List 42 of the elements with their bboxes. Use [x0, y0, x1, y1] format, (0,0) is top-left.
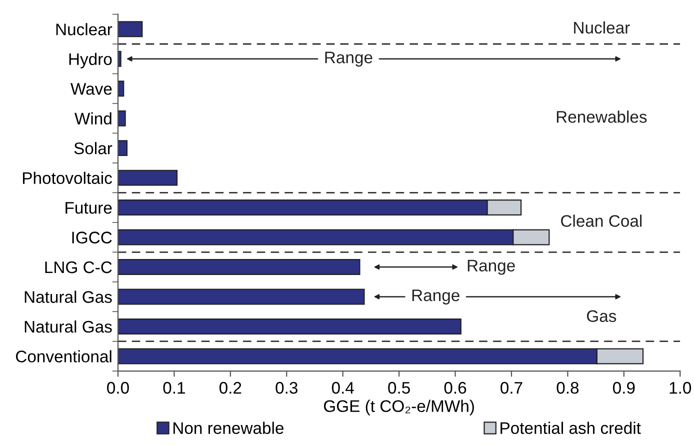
x-tick-label: 0.3	[276, 382, 298, 394]
bar	[118, 80, 124, 97]
bar	[118, 259, 360, 275]
y-tick-label: LNG C-C	[45, 261, 112, 274]
x-tick-label: 0.4	[332, 382, 354, 394]
bar	[118, 21, 143, 38]
x-tick-label: 0.2	[219, 382, 242, 394]
x-tick-label: 1.0	[670, 382, 692, 394]
x-tick-label: 0.0	[107, 382, 129, 394]
annotation: Renewables	[556, 110, 647, 123]
legend-label: Non renewable	[173, 422, 284, 434]
x-axis-title: GGE (t CO₂-e/MWh)	[324, 400, 474, 416]
bar	[118, 110, 126, 126]
bar	[118, 140, 128, 156]
annotation: Clean Coal	[561, 214, 642, 227]
annotation: Gas	[586, 310, 616, 322]
x-tick-label: 0.9	[612, 382, 635, 394]
y-tick-label: Natural Gas	[24, 290, 112, 303]
y-tick-label: Wave	[70, 83, 112, 95]
x-tick-label: 0.1	[163, 382, 185, 394]
bar	[118, 318, 462, 334]
y-tick-label: Wind	[74, 112, 112, 125]
y-tick-label: Conventional	[16, 350, 112, 362]
legend-label: Potential ash credit	[500, 422, 641, 434]
y-tick-label: Future	[66, 202, 112, 214]
bar	[118, 288, 365, 305]
y-tick-label: IGCC	[72, 232, 112, 244]
annotation: Nuclear	[574, 21, 630, 34]
y-tick-label: Nuclear	[56, 23, 112, 36]
annotation: Range	[412, 290, 460, 305]
y-tick-label: Solar	[74, 142, 112, 154]
y-tick-label: Hydro	[69, 52, 112, 68]
bar	[118, 170, 178, 186]
y-tick-label: Photovoltaic	[23, 172, 112, 184]
x-tick-label: 0.5	[388, 382, 410, 394]
y-tick-label: Natural Gas	[24, 320, 112, 333]
x-tick-label: 0.6	[444, 382, 466, 394]
annotation: Range	[468, 260, 515, 275]
x-tick-label: 0.7	[500, 382, 522, 394]
bar	[118, 50, 122, 67]
x-tick-label: 0.8	[556, 382, 579, 394]
annotation: Range	[325, 52, 372, 67]
